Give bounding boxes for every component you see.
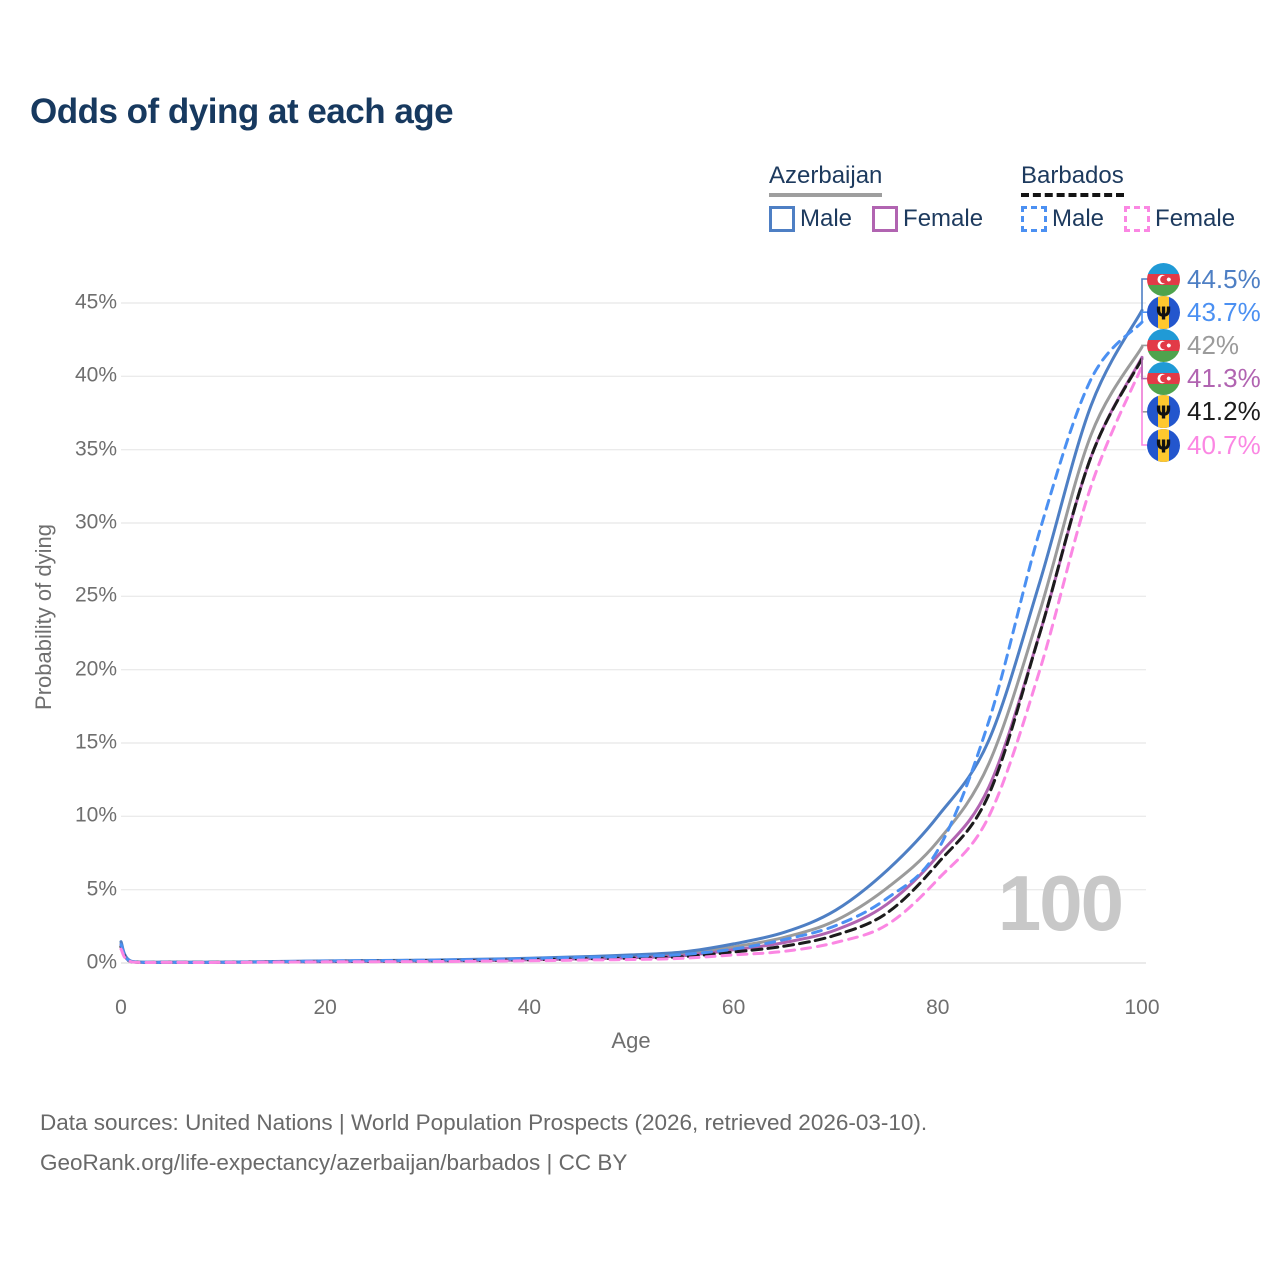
- y-axis-tick-label: 0%: [86, 950, 117, 974]
- legend-item-barbados-female[interactable]: Female: [1124, 205, 1235, 233]
- x-axis-tick-label: 40: [517, 996, 542, 1019]
- series-line-barbados-male[interactable]: [119, 320, 1144, 964]
- age-watermark: 100: [997, 859, 1124, 947]
- end-label-connector: [1141, 357, 1149, 380]
- y-axis-tick-label: 35%: [74, 437, 117, 461]
- end-label-azerbaijan-female: 41.3%: [1147, 362, 1261, 396]
- azerbaijan-flag-icon: [1147, 262, 1180, 296]
- page-title: Odds of dying at each age: [30, 92, 454, 131]
- legend-item-label: Female: [903, 205, 984, 232]
- legend-group-barbados: Barbados Male Female: [1021, 162, 1235, 233]
- end-label-connector: [1141, 344, 1149, 347]
- x-axis-tick-label: 20: [313, 996, 337, 1019]
- series-line-barbados-female[interactable]: [119, 364, 1144, 965]
- end-label-connector: [1141, 311, 1149, 323]
- x-axis-tick-label: 100: [1124, 996, 1160, 1019]
- end-label-value: 42%: [1187, 329, 1240, 360]
- x-axis-tick-label: 0: [115, 996, 127, 1019]
- svg-text:Ψ: Ψ: [1156, 436, 1171, 457]
- barbados-flag-icon: Ψ: [1147, 295, 1180, 329]
- legend-item-azerbaijan-male[interactable]: Male: [769, 205, 852, 233]
- legend-item-label: Female: [1155, 205, 1236, 232]
- legend-title-azerbaijan[interactable]: Azerbaijan: [769, 162, 883, 197]
- end-label-value: 40.7%: [1187, 429, 1261, 460]
- legend-swatch-azerbaijan-female[interactable]: [872, 206, 899, 232]
- azerbaijan-flag-icon: [1147, 328, 1180, 362]
- y-axis-tick-label: 45%: [74, 290, 117, 314]
- series-line-azerbaijan-total[interactable]: [119, 345, 1144, 964]
- end-label-value: 41.2%: [1187, 396, 1261, 427]
- y-axis-tick-label: 30%: [74, 510, 117, 534]
- legend-swatch-azerbaijan-male[interactable]: [769, 206, 795, 232]
- svg-text:Ψ: Ψ: [1156, 303, 1171, 324]
- legend-swatch-barbados-female[interactable]: [1124, 206, 1151, 232]
- series-line-azerbaijan-female[interactable]: [119, 355, 1144, 964]
- series-line-azerbaijan-male[interactable]: [119, 308, 1144, 964]
- legend-item-label: Male: [1052, 205, 1105, 232]
- series-line-barbados-total[interactable]: [119, 357, 1144, 964]
- azerbaijan-flag-icon: [1147, 362, 1180, 396]
- y-axis-title: Probability of dying: [31, 524, 56, 710]
- end-label-azerbaijan-male: 44.5%: [1147, 262, 1261, 296]
- y-axis-tick-label: 20%: [74, 657, 117, 681]
- barbados-flag-icon: Ψ: [1147, 428, 1180, 462]
- footer: Data sources: United Nations | World Pop…: [40, 1103, 927, 1183]
- end-label-connector: [1141, 366, 1149, 446]
- footer-data-sources: Data sources: United Nations | World Pop…: [40, 1110, 928, 1135]
- y-axis-tick-label: 10%: [74, 803, 117, 827]
- y-axis-tick-label: 5%: [86, 877, 117, 901]
- legend-swatch-barbados-male[interactable]: [1021, 206, 1047, 232]
- x-axis-tick-label: 60: [721, 996, 746, 1019]
- y-axis-tick-label: 40%: [74, 363, 117, 387]
- legend-item-azerbaijan-female[interactable]: Female: [872, 205, 983, 233]
- legend-item-label: Male: [800, 205, 853, 232]
- footer-attribution: GeoRank.org/life-expectancy/azerbaijan/b…: [40, 1150, 628, 1175]
- end-label-connector: [1141, 278, 1149, 311]
- y-axis-tick-label: 15%: [74, 730, 117, 754]
- svg-text:Ψ: Ψ: [1156, 403, 1171, 424]
- end-label-value: 44.5%: [1187, 263, 1261, 294]
- y-axis-tick-label: 25%: [74, 583, 117, 607]
- end-label-value: 41.3%: [1187, 363, 1261, 394]
- end-label-barbados-male: Ψ 43.7%: [1147, 295, 1261, 329]
- barbados-flag-icon: Ψ: [1147, 395, 1180, 429]
- x-axis-tick-label: 80: [926, 996, 950, 1019]
- end-label-azerbaijan-total: 42%: [1147, 328, 1239, 362]
- end-label-barbados-female: Ψ 40.7%: [1147, 428, 1261, 462]
- legend-item-barbados-male[interactable]: Male: [1021, 205, 1104, 233]
- end-label-value: 43.7%: [1187, 296, 1261, 327]
- legend-group-azerbaijan: Azerbaijan Male Female: [769, 162, 983, 233]
- end-label-barbados-total: Ψ 41.2%: [1147, 395, 1261, 429]
- legend-title-barbados[interactable]: Barbados: [1021, 162, 1124, 197]
- x-axis-title: Age: [611, 1028, 651, 1053]
